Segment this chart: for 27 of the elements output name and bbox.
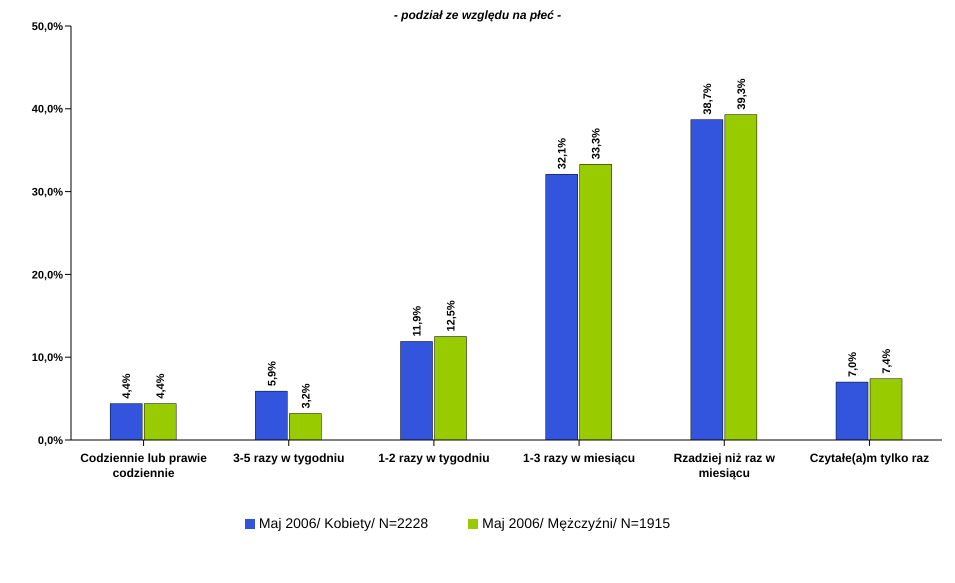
y-tick-label: 0,0% bbox=[38, 434, 64, 447]
x-tick-label: Codziennie lub prawie codziennie bbox=[80, 451, 208, 480]
data-label: 32,1% bbox=[556, 138, 569, 170]
legend-label: Maj 2006/ Kobiety/ N=2228 bbox=[258, 515, 428, 531]
x-tick-label: Czytałe(a)m tylko raz bbox=[810, 451, 930, 465]
x-tick-label: 1-3 razy w miesiącu bbox=[523, 451, 636, 465]
x-tick-label: 1-2 razy w tygodniu bbox=[378, 451, 490, 465]
chart-title: - podział ze względu na płeć - bbox=[392, 8, 562, 22]
y-tick-label: 20,0% bbox=[32, 269, 64, 282]
data-label: 7,4% bbox=[881, 348, 894, 374]
data-label: 4,4% bbox=[121, 373, 134, 399]
x-tick-label: Rzadziej niż raz w miesiącu bbox=[674, 451, 776, 480]
y-tick-label: 30,0% bbox=[32, 186, 64, 199]
data-label: 12,5% bbox=[446, 300, 458, 332]
data-label: 39,3% bbox=[736, 78, 748, 110]
data-label: 5,9% bbox=[266, 360, 278, 386]
data-label: 38,7% bbox=[702, 83, 714, 115]
legend-label: Maj 2006/ Mężczyźni/ N=1915 bbox=[482, 515, 670, 531]
y-tick-label: 10,0% bbox=[32, 352, 64, 364]
y-tick-label: 40,0% bbox=[32, 104, 64, 116]
data-label: 33,3% bbox=[590, 128, 603, 160]
data-label: 3,2% bbox=[300, 383, 312, 409]
x-tick-label: 3-5 razy w tygodniu bbox=[233, 451, 344, 465]
data-label: 11,9% bbox=[412, 306, 424, 336]
data-label: 7,0% bbox=[847, 352, 860, 378]
y-tick-label: 50,0% bbox=[32, 20, 64, 33]
data-label: 4,4% bbox=[155, 373, 168, 399]
